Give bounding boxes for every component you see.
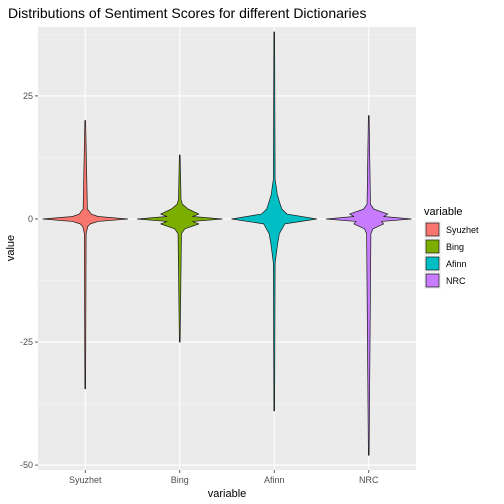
- x-axis-ticks: Syuzhet Bing Afinn NRC: [69, 470, 379, 485]
- chart-title: Distributions of Sentiment Scores for di…: [8, 5, 366, 21]
- legend: variable Syuzhet Bing Afinn NRC: [424, 206, 479, 289]
- panel-background: [38, 27, 416, 470]
- violin-syuzhet: [42, 120, 129, 390]
- legend-swatch-afinn: [425, 256, 440, 271]
- y-tick-label: 0: [28, 214, 33, 224]
- y-tick-label: -25: [20, 337, 33, 347]
- x-tick-label: Bing: [171, 475, 189, 485]
- legend-label-syuzhet: Syuzhet: [446, 225, 479, 235]
- legend-swatch-nrc: [425, 273, 440, 288]
- violin-nrc: [325, 115, 412, 456]
- violins: [42, 31, 412, 456]
- plot-panel: [38, 27, 416, 470]
- y-axis-title: value: [5, 235, 17, 261]
- minor-gridlines: [38, 34, 416, 404]
- legend-label-bing: Bing: [446, 242, 464, 252]
- legend-swatch-bing: [425, 239, 440, 254]
- x-tick-label: Syuzhet: [69, 475, 102, 485]
- y-axis-ticks: -50 -25 0 25: [20, 91, 38, 470]
- x-tick-label: NRC: [359, 475, 379, 485]
- legend-swatch-syuzhet: [425, 222, 440, 237]
- x-axis-title: variable: [208, 488, 247, 500]
- legend-title: variable: [424, 206, 463, 218]
- legend-label-afinn: Afinn: [446, 259, 467, 269]
- violin-bing: [136, 154, 223, 343]
- legend-label-nrc: NRC: [446, 276, 466, 286]
- y-tick-label: 25: [23, 91, 33, 101]
- y-tick-label: -50: [20, 460, 33, 470]
- violin-afinn: [231, 31, 318, 412]
- x-tick-label: Afinn: [264, 475, 285, 485]
